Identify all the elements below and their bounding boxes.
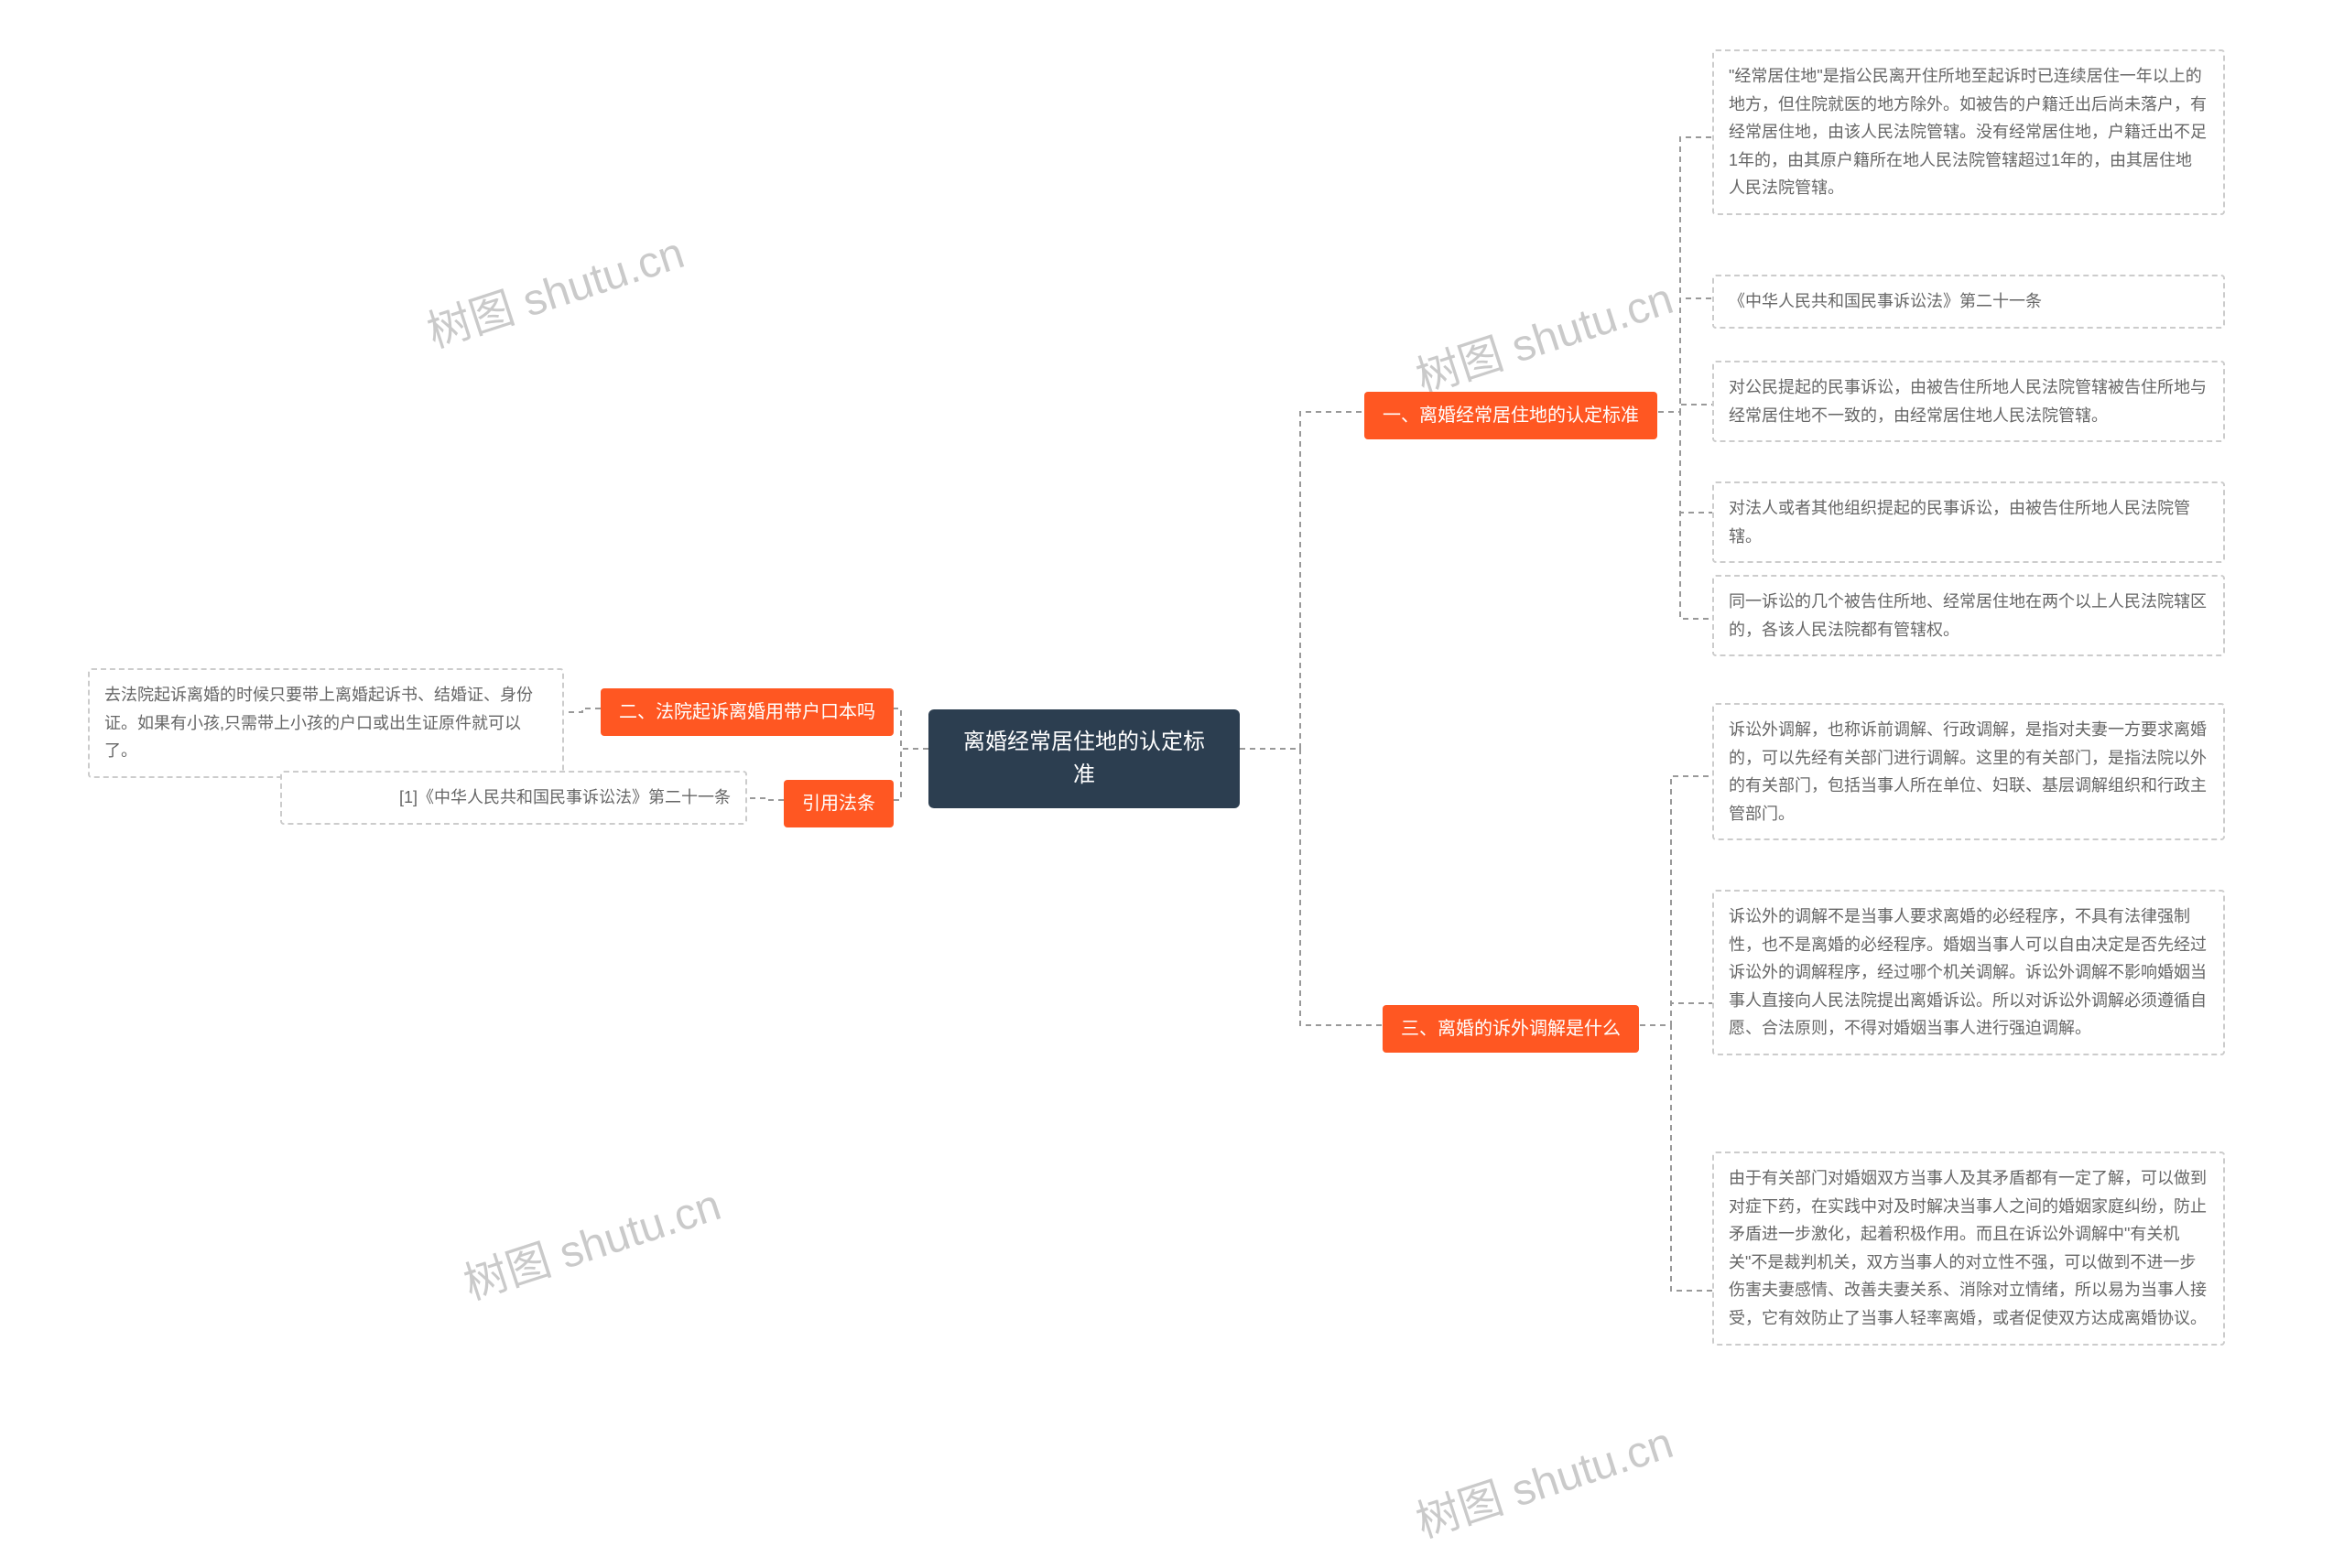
leaf-node: 同一诉讼的几个被告住所地、经常居住地在两个以上人民法院辖区的，各该人民法院都有管… [1712,575,2225,656]
mindmap-canvas: 树图 shutu.cn 树图 shutu.cn 树图 shutu.cn 树图 s… [0,0,2344,1568]
leaf-node: 《中华人民共和国民事诉讼法》第二十一条 [1712,275,2225,329]
branch-b3[interactable]: 三、离婚的诉外调解是什么 [1383,1005,1639,1053]
leaf-node: [1]《中华人民共和国民事诉讼法》第二十一条 [280,771,747,825]
leaf-node: 去法院起诉离婚的时候只要带上离婚起诉书、结婚证、身份证。如果有小孩,只需带上小孩… [88,668,564,778]
watermark: 树图 shutu.cn [1406,263,1679,406]
watermark: 树图 shutu.cn [418,217,690,360]
watermark: 树图 shutu.cn [1406,1407,1679,1550]
leaf-node: "经常居住地"是指公民离开住所地至起诉时已连续居住一年以上的地方，但住院就医的地… [1712,49,2225,215]
root-node[interactable]: 离婚经常居住地的认定标准 [928,709,1240,808]
leaf-node: 对法人或者其他组织提起的民事诉讼，由被告住所地人民法院管辖。 [1712,481,2225,563]
leaf-node: 诉讼外调解，也称诉前调解、行政调解，是指对夫妻一方要求离婚的，可以先经有关部门进… [1712,703,2225,840]
leaf-node: 对公民提起的民事诉讼，由被告住所地人民法院管辖被告住所地与经常居住地不一致的，由… [1712,361,2225,442]
leaf-node: 诉讼外的调解不是当事人要求离婚的必经程序，不具有法律强制性，也不是离婚的必经程序… [1712,890,2225,1055]
leaf-node: 由于有关部门对婚姻双方当事人及其矛盾都有一定了解，可以做到对症下药，在实践中对及… [1712,1152,2225,1346]
branch-b2[interactable]: 二、法院起诉离婚用带户口本吗 [601,688,894,736]
watermark: 树图 shutu.cn [454,1169,727,1312]
branch-b1[interactable]: 一、离婚经常居住地的认定标准 [1364,392,1657,439]
branch-blaw[interactable]: 引用法条 [784,780,894,827]
